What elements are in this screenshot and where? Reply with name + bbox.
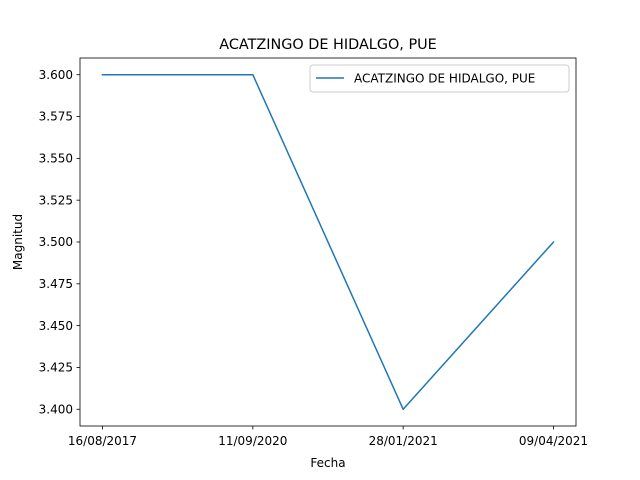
y-axis-label: Magnitud	[11, 214, 25, 270]
x-tick-label: 11/09/2020	[218, 434, 287, 448]
y-tick-label: 3.400	[39, 402, 73, 416]
y-tick-label: 3.475	[39, 277, 73, 291]
y-tick-label: 3.600	[39, 68, 73, 82]
y-tick-label: 3.550	[39, 152, 73, 166]
x-axis-ticks: 16/08/2017 11/09/2020 28/01/2021 09/04/2021	[68, 426, 588, 448]
x-tick-label: 28/01/2021	[369, 434, 438, 448]
series-layer	[101, 73, 555, 411]
y-tick-label: 3.525	[39, 193, 73, 207]
y-tick-label: 3.425	[39, 361, 73, 375]
y-tick-label: 3.575	[39, 110, 73, 124]
legend-entry-label: ACATZINGO DE HIDALGO, PUE	[354, 72, 535, 86]
y-tick-label: 3.500	[39, 235, 73, 249]
y-axis-ticks: 3.400 3.425 3.450 3.475 3.500 3.525 3.550 3.575…	[39, 68, 80, 416]
x-axis-label: Fecha	[310, 456, 345, 470]
legend: ACATZINGO DE HIDALGO, PUE	[309, 64, 570, 93]
x-tick-label: 16/08/2017	[68, 434, 137, 448]
x-tick-label: 09/04/2021	[519, 434, 588, 448]
legend-box	[309, 64, 570, 93]
y-tick-label: 3.450	[39, 319, 73, 333]
chart-title: ACATZINGO DE HIDALGO, PUE	[219, 37, 437, 53]
series-line-0	[101, 73, 555, 411]
plot-frame	[79, 57, 577, 427]
